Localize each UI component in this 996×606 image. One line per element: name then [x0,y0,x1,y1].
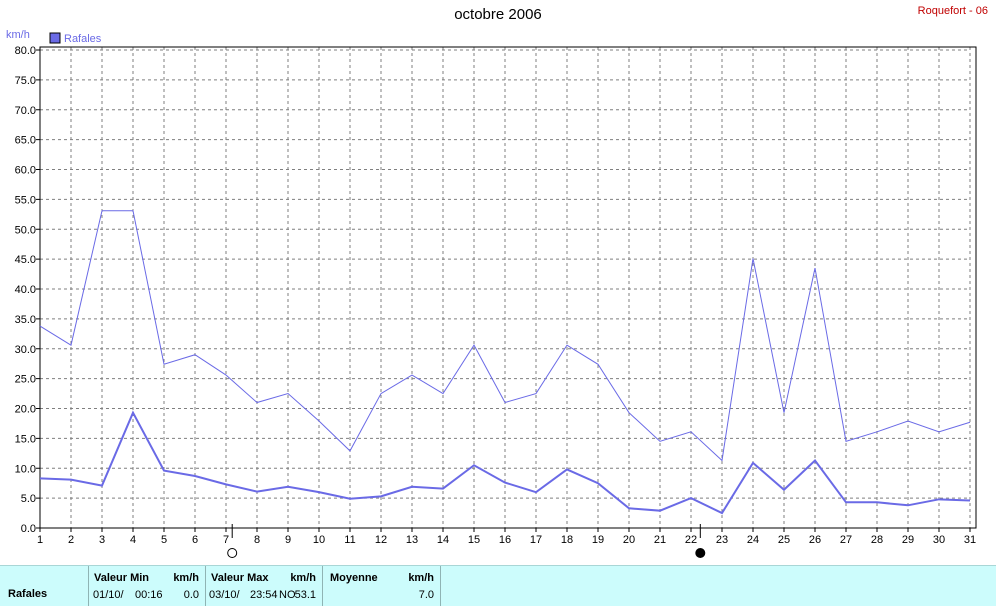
legend-label: Rafales [64,33,102,45]
y-axis-label: km/h [6,29,30,41]
x-tick-label: 1 [37,534,43,546]
y-tick-label: 0.0 [21,523,36,535]
y-tick-label: 50.0 [15,224,36,236]
x-tick-label: 17 [530,534,542,546]
y-tick-label: 20.0 [15,404,36,416]
y-tick-label: 80.0 [15,45,36,57]
y-tick-label: 70.0 [15,105,36,117]
x-axis: 1 2 3 4 5 6 7 8 9 10 11 12 13 14 15 16 17 18 19 20 21 22 23 24 2… [37,528,976,546]
min-time: 00:16 [135,589,163,601]
plot-frame [39,46,977,529]
min-unit: km/h [173,572,199,584]
max-header: Valeur Max [211,572,269,584]
x-tick-label: 7 [223,534,229,546]
x-tick-label: 27 [840,534,852,546]
legend-swatch [49,32,61,44]
y-tick-label: 40.0 [15,284,36,296]
avg-header: Moyenne [330,572,378,584]
x-tick-label: 6 [192,534,198,546]
y-tick-label: 65.0 [15,135,36,147]
x-tick-label: 14 [437,534,449,546]
x-tick-label: 23 [716,534,728,546]
max-unit: km/h [290,572,316,584]
chart-title: octobre 2006 [454,6,542,23]
avg-stats: Moyenne km/h 7.0 [323,566,440,606]
min-date: 01/10/ [93,589,124,601]
x-tick-label: 9 [285,534,291,546]
series-line-rafales [39,210,971,462]
max-date: 03/10/ [209,589,240,601]
grid-lines [40,47,971,528]
max-value: 53.1 [294,589,316,601]
x-tick-label: 10 [313,534,325,546]
min-value: 0.0 [183,589,199,601]
x-tick-label: 16 [499,534,511,546]
y-axis: 0.0 5.0 10.0 15.0 20.0 25.0 30.0 35.0 40.0 45.0 50… [15,45,40,535]
x-tick-label: 30 [933,534,945,546]
footer-series-label: Rafales [8,588,48,600]
x-tick-label: 2 [68,534,74,546]
avg-value: 7.0 [418,589,434,601]
x-tick-label: 22 [685,534,697,546]
x-tick-label: 18 [561,534,573,546]
x-tick-label: 11 [344,534,355,546]
y-tick-label: 30.0 [15,344,36,356]
x-tick-label: 24 [747,534,759,546]
y-tick-label: 55.0 [15,194,36,206]
x-tick-label: 21 [654,534,666,546]
y-tick-label: 60.0 [15,165,36,177]
x-tick-label: 19 [592,534,604,546]
y-tick-label: 5.0 [21,493,36,505]
x-tick-label: 5 [161,534,167,546]
series-layer [39,210,971,515]
stats-footer: Rafales Valeur Min km/h 01/10/ 00:16 0.0… [0,565,996,606]
new-moon-icon [695,548,706,558]
max-stats: Valeur Max km/h 03/10/ 23:54 NO 53.1 [206,566,322,606]
x-tick-label: 12 [375,534,387,546]
y-tick-label: 75.0 [15,75,36,87]
x-tick-label: 13 [406,534,418,546]
x-tick-label: 8 [254,534,260,546]
y-tick-label: 10.0 [15,463,36,475]
x-tick-label: 3 [99,534,105,546]
y-tick-label: 35.0 [15,314,36,326]
x-tick-label: 25 [778,534,790,546]
x-tick-label: 20 [623,534,635,546]
x-tick-label: 28 [871,534,883,546]
x-tick-label: 31 [964,534,976,546]
x-tick-label: 26 [809,534,821,546]
series-line-thick [39,410,971,515]
legend: Rafales [49,32,102,45]
avg-unit: km/h [408,572,434,584]
max-time: 23:54 [250,589,278,601]
x-tick-label: 15 [468,534,480,546]
moon-markers [227,524,706,558]
y-tick-label: 45.0 [15,254,36,266]
y-tick-label: 15.0 [15,433,36,445]
x-tick-label: 4 [130,534,136,546]
line-chart: 0.0 5.0 10.0 15.0 20.0 25.0 30.0 35.0 40.0 45.0 50… [6,29,977,558]
max-direction: NO [279,589,296,601]
x-tick-label: 29 [902,534,914,546]
min-header: Valeur Min [94,572,150,584]
station-name: Roquefort - 06 [917,5,988,17]
y-tick-label: 25.0 [15,374,36,386]
min-stats: Valeur Min km/h 01/10/ 00:16 0.0 [89,566,205,606]
full-moon-icon [227,548,238,558]
